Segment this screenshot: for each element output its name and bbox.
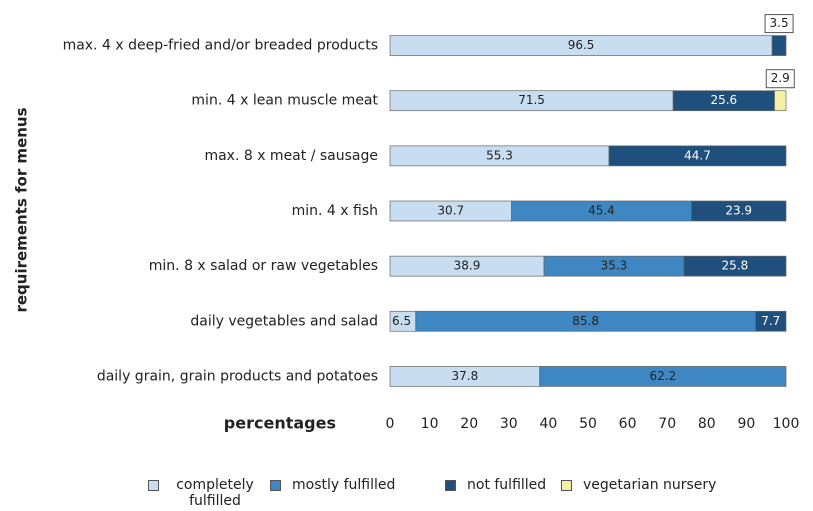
legend-item: vegetarian nursery <box>561 477 743 511</box>
category-label: min. 4 x fish <box>292 203 378 219</box>
data-label: 62.2 <box>649 369 676 383</box>
x-tick-label: 20 <box>460 416 478 432</box>
data-label: 44.7 <box>684 148 711 162</box>
data-label: 96.5 <box>568 38 595 52</box>
bar-segment <box>771 35 787 56</box>
category-label: max. 4 x deep-fried and/or breaded produ… <box>63 38 378 54</box>
category-label: max. 8 x meat / sausage <box>204 148 378 164</box>
legend-swatch <box>561 480 572 491</box>
x-tick-label: 40 <box>539 416 557 432</box>
chart: requirements for menus percentages 0 10 20… <box>13 14 800 433</box>
x-tick-label: 100 <box>773 416 800 432</box>
data-label: 25.8 <box>722 259 749 273</box>
x-tick-label: 50 <box>579 416 597 432</box>
legend-item: not fulfilled <box>445 477 577 511</box>
data-label: 45.4 <box>588 204 615 218</box>
bar-segment <box>755 310 787 332</box>
category-label: daily vegetables and salad <box>190 313 378 329</box>
x-tick-label: 70 <box>658 416 676 432</box>
bar-segment <box>683 255 787 277</box>
legend-label: completely fulfilled <box>176 477 254 509</box>
legend-item: completely fulfilled <box>148 477 260 511</box>
data-label: 30.7 <box>437 204 464 218</box>
data-label: 7.7 <box>761 314 780 328</box>
x-tick-label: 80 <box>698 416 716 432</box>
category-label: daily grain, grain products and potatoes <box>97 368 378 384</box>
legend-swatch <box>148 480 159 491</box>
x-tick-label: 90 <box>737 416 755 432</box>
data-label: 35.3 <box>601 259 628 273</box>
x-tick-label: 0 <box>386 416 395 432</box>
data-label: 2.9 <box>771 71 790 85</box>
legend-item: mostly fulfilled <box>270 477 442 511</box>
legend-label: not fulfilled <box>467 477 547 493</box>
x-tick-label: 10 <box>421 416 439 432</box>
x-tick-label: 60 <box>619 416 637 432</box>
legend-label: vegetarian nursery <box>583 477 717 493</box>
y-axis-title: requirements for menus <box>13 107 31 312</box>
data-label: 85.8 <box>572 314 599 328</box>
bar-segment <box>691 200 787 222</box>
data-label: 23.9 <box>725 204 752 218</box>
category-label: min. 4 x lean muscle meat <box>191 93 378 109</box>
callout-box <box>765 69 795 89</box>
callout-box <box>764 14 794 34</box>
x-tick-label: 30 <box>500 416 518 432</box>
x-axis-title: percentages <box>224 414 336 433</box>
legend-swatch <box>270 480 281 491</box>
data-label: 38.9 <box>454 259 481 273</box>
bar-segment <box>539 366 787 387</box>
legend-label: mostly fulfilled <box>292 477 396 493</box>
data-label: 37.8 <box>451 369 478 383</box>
data-label: 6.5 <box>392 314 411 328</box>
data-label: 71.5 <box>518 93 545 107</box>
legend-swatch <box>445 480 456 491</box>
category-label: min. 8 x salad or raw vegetables <box>149 258 378 274</box>
bar-segment <box>608 145 787 167</box>
data-label: 3.5 <box>770 16 789 30</box>
data-label: 55.3 <box>486 148 513 162</box>
bar-segment <box>774 90 787 112</box>
data-label: 25.6 <box>710 93 737 107</box>
